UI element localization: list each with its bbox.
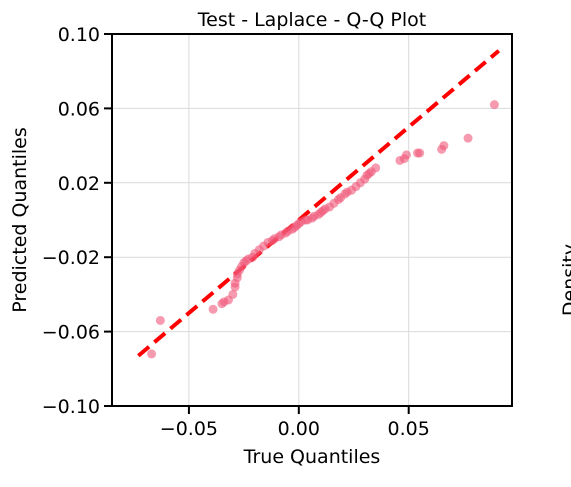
reference-line-layer <box>137 49 501 358</box>
x-tick-label: 0.05 <box>388 418 430 440</box>
y-tick-label: −0.02 <box>42 247 100 269</box>
y-tick-label: 0.10 <box>58 24 100 46</box>
data-point <box>371 163 381 173</box>
neighbor-panel-partial-label: Density <box>559 244 571 316</box>
data-point <box>155 315 165 325</box>
y-axis-label: Predicted Quantiles <box>9 127 31 313</box>
x-tick-label: 0.00 <box>278 418 320 440</box>
plot-frame <box>111 33 513 407</box>
x-axis-label: True Quantiles <box>243 446 381 468</box>
y-tick-label: 0.02 <box>58 173 100 195</box>
x-tick-label: −0.05 <box>160 418 218 440</box>
data-point <box>439 141 449 151</box>
reference-line <box>137 49 501 358</box>
axis-ticks: −0.05 0.00 0.05 −0.10 −0.06 −0.02 0.02 0.06 0.10 <box>42 24 430 440</box>
scatter-points <box>147 100 499 359</box>
y-tick-label: 0.06 <box>58 98 100 120</box>
data-point <box>228 289 238 299</box>
chart-title: Test - Laplace - Q-Q Plot <box>197 9 426 31</box>
data-point <box>208 304 218 314</box>
y-tick-label: −0.10 <box>42 396 100 418</box>
data-point <box>463 133 473 143</box>
data-point <box>147 349 157 359</box>
data-point <box>402 150 412 160</box>
data-point <box>489 100 499 110</box>
data-point <box>415 148 425 158</box>
y-tick-label: −0.06 <box>42 322 100 344</box>
